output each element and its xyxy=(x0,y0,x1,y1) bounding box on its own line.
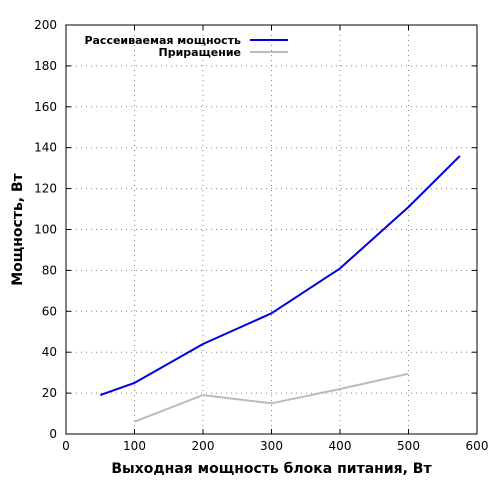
y-tick-label: 60 xyxy=(42,304,57,318)
y-tick-label: 0 xyxy=(49,427,57,441)
x-tick-label: 300 xyxy=(260,439,283,453)
y-tick-label: 40 xyxy=(42,345,57,359)
x-tick-label: 500 xyxy=(397,439,420,453)
legend-label-1: Рассеиваемая мощность xyxy=(84,34,241,47)
y-tick-label: 160 xyxy=(34,100,57,114)
y-tick-label: 180 xyxy=(34,59,57,73)
y-tick-label: 200 xyxy=(34,18,57,32)
x-tick-label: 400 xyxy=(329,439,352,453)
y-tick-label: 100 xyxy=(34,223,57,237)
series-line-1 xyxy=(99,155,461,397)
x-axis-title: Выходная мощность блока питания, Вт xyxy=(111,461,432,477)
axes: 0 100 200 300 400 500 600 0 20 40 60 80 100 120 140 160… xyxy=(34,18,488,453)
y-axis-title: Мощность, Вт xyxy=(10,172,26,285)
x-tick-label: 200 xyxy=(192,439,215,453)
series xyxy=(99,155,461,423)
legend-label-2: Приращение xyxy=(159,46,241,59)
grid xyxy=(66,25,477,434)
x-tick-label: 100 xyxy=(123,439,146,453)
series-line-2 xyxy=(134,372,409,423)
y-tick-label: 140 xyxy=(34,141,57,155)
x-tick-label: 0 xyxy=(62,439,70,453)
x-tick-label: 600 xyxy=(466,439,489,453)
y-tick-label: 80 xyxy=(42,263,57,277)
y-tick-label: 20 xyxy=(42,386,57,400)
y-tick-label: 120 xyxy=(34,182,57,196)
